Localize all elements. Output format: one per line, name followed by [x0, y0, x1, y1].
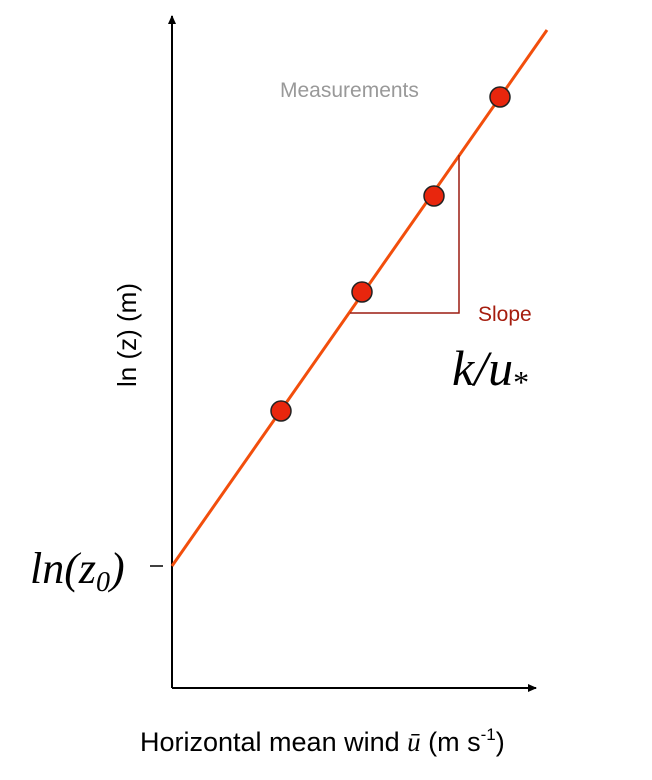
intercept-label: ln(z0) — [30, 544, 125, 598]
measurements-label: Measurements — [280, 79, 419, 102]
slope-triangle — [350, 155, 460, 314]
measurement-point — [351, 281, 373, 303]
measurement-point — [423, 185, 445, 207]
slope-formula: k/u* — [452, 340, 529, 400]
x-axis-close: ) — [496, 727, 505, 757]
x-axis-sup: -1 — [481, 725, 496, 744]
measurement-point — [489, 86, 511, 108]
x-axis-unit: (m s — [421, 727, 481, 757]
slope-formula-sub: * — [513, 364, 529, 400]
x-axis-text: Horizontal mean wind — [140, 727, 407, 757]
slope-formula-main: k/u — [452, 340, 513, 396]
x-axis-label: Horizontal mean wind ū (m s-1) — [140, 725, 505, 757]
intercept-main: ln(z — [30, 544, 96, 593]
intercept-sub: 0 — [96, 567, 110, 598]
x-axis-symbol: ū — [407, 727, 421, 757]
slope-label: Slope — [478, 303, 532, 326]
intercept-close: ) — [107, 544, 125, 593]
y-axis-label: ln (z) (m) — [112, 283, 142, 387]
measurement-point — [270, 400, 292, 422]
